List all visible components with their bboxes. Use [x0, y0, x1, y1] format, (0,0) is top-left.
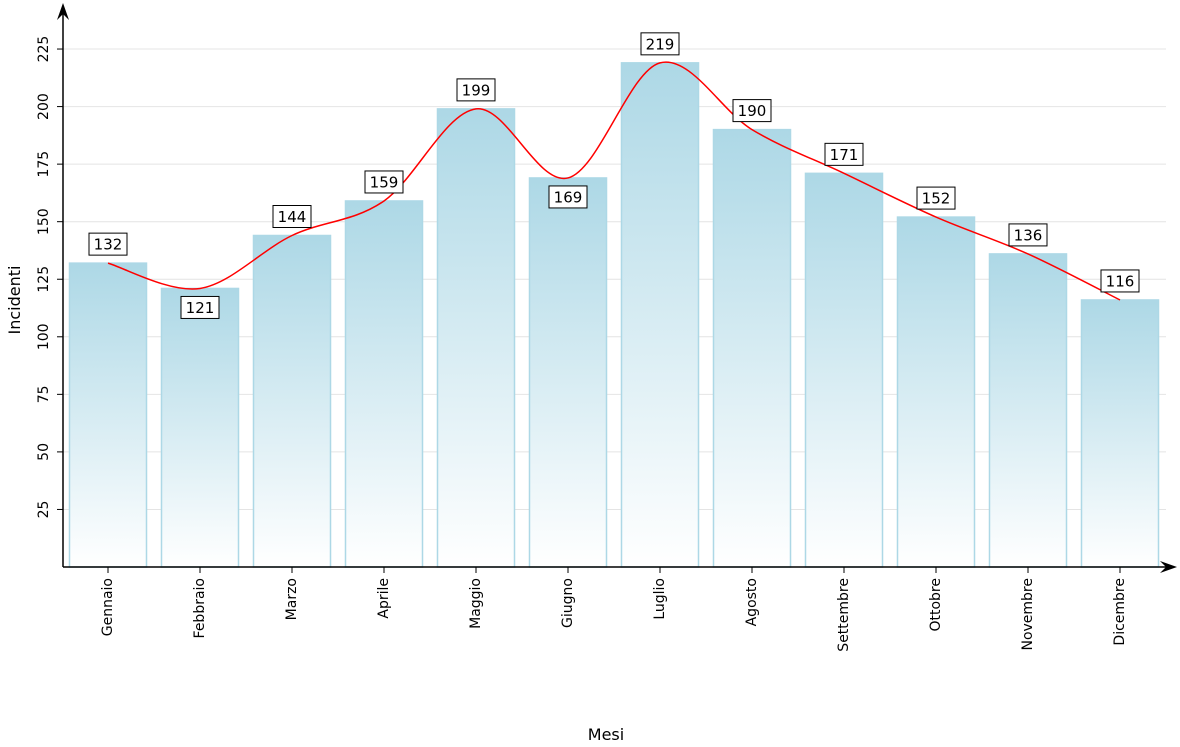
x-tick-label: Giugno [560, 578, 576, 628]
data-label-box [1008, 223, 1048, 247]
x-tick-label: Luglio [652, 578, 668, 620]
y-axis-arrow [57, 3, 69, 20]
data-label: 132 [88, 232, 128, 256]
x-axis-arrow [1160, 561, 1177, 573]
data-label-text: 152 [922, 190, 951, 208]
bar [620, 62, 700, 568]
bar [988, 253, 1068, 568]
bar [160, 287, 240, 568]
x-axis-title: Mesi [588, 725, 624, 744]
bar [712, 128, 792, 568]
bar [436, 108, 516, 568]
y-tick-label: 150 [36, 208, 52, 235]
data-label-box [1100, 269, 1140, 293]
bar [1080, 299, 1160, 568]
x-tick-label: Maggio [468, 578, 484, 629]
data-label: 144 [272, 205, 312, 228]
data-label-box [732, 99, 772, 123]
data-label-text: 136 [1014, 226, 1043, 244]
bar [528, 177, 608, 568]
x-tick-label: Dicembre [1112, 578, 1128, 646]
data-label: 169 [548, 185, 588, 209]
data-label-box [824, 142, 864, 166]
data-label-text: 169 [554, 188, 583, 206]
y-tick-label: 175 [36, 151, 52, 178]
y-tick-label: 50 [36, 443, 52, 461]
data-label-box [364, 170, 404, 194]
y-tick-label: 75 [36, 385, 52, 403]
y-tick-label: 225 [36, 36, 52, 63]
data-label-box [272, 205, 312, 228]
data-label-box [180, 295, 220, 319]
data-label-box [640, 32, 680, 56]
bar [896, 216, 976, 568]
x-tick-label: Agosto [744, 578, 760, 626]
bar [804, 172, 884, 568]
trend-line [107, 61, 1121, 301]
y-tick-label: 100 [36, 323, 52, 350]
y-axis-title: Incidenti [5, 266, 24, 335]
data-label-text: 121 [186, 299, 215, 317]
data-label-text: 190 [738, 102, 767, 120]
data-label: 116 [1100, 269, 1140, 293]
data-label-text: 132 [94, 236, 123, 254]
data-label: 136 [1008, 223, 1048, 247]
data-label: 152 [916, 186, 956, 210]
x-tick-label: Settembre [836, 578, 852, 652]
y-tick-label: 25 [36, 501, 52, 519]
data-label-text: 144 [278, 208, 307, 226]
data-label: 171 [824, 142, 864, 166]
x-tick-label: Novembre [1020, 578, 1036, 651]
data-label: 199 [456, 78, 496, 102]
data-label-text: 116 [1106, 272, 1135, 290]
y-tick-label: 200 [36, 93, 52, 120]
data-label-box [88, 232, 128, 256]
x-tick-label: Gennaio [100, 578, 116, 636]
data-label-text: 199 [462, 81, 491, 99]
data-label: 190 [732, 99, 772, 123]
data-label-box [456, 78, 496, 102]
x-tick-label: Ottobre [928, 578, 944, 632]
bar [68, 262, 148, 568]
data-label-box [548, 185, 588, 209]
data-label: 159 [364, 170, 404, 194]
y-tick-label: 125 [36, 266, 52, 293]
data-label-text: 171 [830, 146, 859, 164]
bar [252, 234, 332, 568]
x-tick-label: Febbraio [192, 578, 208, 638]
data-label-text: 219 [646, 35, 675, 53]
data-label-box [916, 186, 956, 210]
x-tick-label: Marzo [284, 578, 300, 620]
data-label-text: 159 [370, 173, 399, 191]
data-label: 219 [640, 32, 680, 56]
x-tick-label: Aprile [376, 578, 392, 619]
bar [344, 200, 424, 568]
data-label: 121 [180, 295, 220, 319]
